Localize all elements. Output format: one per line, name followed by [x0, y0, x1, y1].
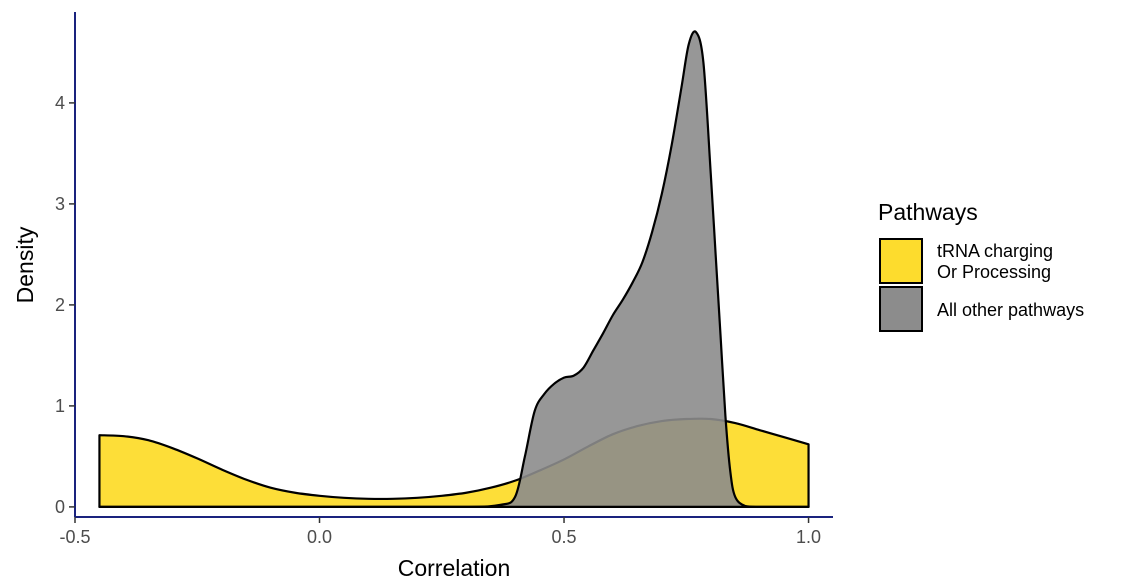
- x-tick-label: 0.5: [552, 527, 577, 547]
- legend-title: Pathways: [878, 199, 978, 225]
- legend-label-trna-line2: Or Processing: [937, 262, 1051, 282]
- y-tick-label: 1: [55, 396, 65, 416]
- x-axis-title: Correlation: [398, 555, 511, 581]
- legend-label-other: All other pathways: [937, 300, 1084, 320]
- y-tick-label: 4: [55, 93, 65, 113]
- legend: Pathways tRNA charging Or Processing All…: [878, 199, 1084, 332]
- axis-ticks: -0.5 0.0 0.5 1.0 0 1 2 3 4: [55, 93, 821, 547]
- y-tick-label: 0: [55, 497, 65, 517]
- legend-key-other: [879, 286, 923, 332]
- x-tick-label: 1.0: [796, 527, 821, 547]
- x-tick-label: 0.0: [307, 527, 332, 547]
- legend-key-trna: [879, 238, 923, 284]
- density-area-other: [98, 30, 810, 509]
- x-tick-label: -0.5: [59, 527, 90, 547]
- legend-label-trna-line1: tRNA charging: [937, 241, 1053, 261]
- y-tick-label: 3: [55, 194, 65, 214]
- density-areas: [98, 30, 810, 509]
- y-tick-label: 2: [55, 295, 65, 315]
- y-axis-title: Density: [12, 226, 38, 303]
